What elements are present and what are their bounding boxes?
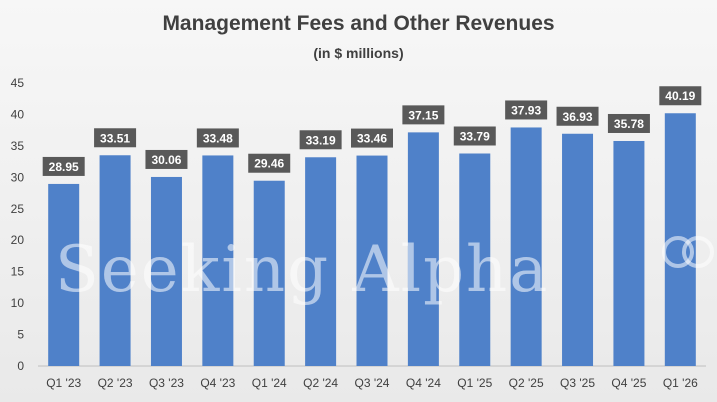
bar: [407, 132, 439, 366]
data-label: 35.78: [614, 117, 644, 131]
data-label-box: [607, 113, 650, 133]
y-tick-label: 45: [11, 76, 25, 90]
data-label: 33.46: [357, 132, 387, 146]
bar: [356, 155, 388, 366]
bar: [253, 180, 285, 366]
data-label-box: [453, 126, 496, 146]
data-label-box: [351, 128, 393, 148]
data-label-box: [145, 149, 188, 169]
x-tick-label: Q3 '23: [149, 376, 184, 390]
data-label: 40.19: [665, 89, 695, 103]
y-tick-label: 40: [11, 107, 25, 121]
x-tick-label: Q4 '25: [611, 376, 646, 390]
data-label: 37.93: [511, 103, 541, 117]
x-tick-label: Q1 '23: [46, 376, 81, 390]
y-tick-label: 20: [11, 233, 25, 247]
x-tick-label: Q3 '24: [355, 376, 390, 390]
data-label-box: [299, 130, 342, 150]
data-label-box: [505, 100, 548, 120]
data-label: 36.93: [563, 110, 593, 124]
data-label: 28.95: [49, 160, 79, 174]
x-tick-label: Q4 '24: [406, 376, 441, 390]
data-label-box: [196, 128, 239, 148]
data-label-box: [556, 106, 599, 126]
x-tick-label: Q2 '25: [509, 376, 544, 390]
y-tick-label: 25: [11, 202, 25, 216]
watermark: Seeking Alpha: [55, 233, 550, 307]
y-tick-label: 0: [17, 359, 24, 373]
data-label: 33.19: [306, 133, 336, 147]
bar: [150, 176, 182, 366]
y-tick-label: 35: [11, 139, 25, 153]
y-tick-label: 30: [11, 170, 25, 184]
data-label: 29.46: [254, 157, 284, 171]
x-tick-label: Q1 '24: [252, 376, 287, 390]
bar: [202, 155, 234, 366]
bar: [510, 127, 542, 366]
data-label: 33.51: [100, 131, 130, 145]
data-label: 33.79: [460, 129, 490, 143]
bar: [562, 133, 594, 366]
bar: [48, 183, 80, 366]
data-label-box: [659, 86, 702, 106]
x-tick-label: Q1 '26: [663, 376, 698, 390]
data-label: 30.06: [151, 153, 181, 167]
data-label-box: [402, 105, 445, 125]
data-label: 37.15: [408, 108, 438, 122]
y-tick-label: 15: [11, 265, 25, 279]
x-tick-label: Q1 '25: [457, 376, 492, 390]
chart-title: Management Fees and Other Revenues: [162, 12, 555, 35]
x-tick-label: Q2 '24: [303, 376, 338, 390]
bar: [459, 153, 491, 366]
chart-subtitle: (in $ millions): [313, 45, 404, 61]
watermark-logo-icon: [662, 236, 714, 268]
bar: [613, 140, 645, 366]
bar: [99, 155, 131, 366]
y-tick-label: 5: [17, 328, 24, 342]
data-label-box: [94, 128, 137, 148]
bar: [305, 157, 337, 366]
x-tick-label: Q4 '23: [200, 376, 235, 390]
y-tick-label: 10: [11, 296, 25, 310]
x-tick-label: Q2 '23: [98, 376, 133, 390]
data-label-box: [248, 153, 291, 173]
data-label-box: [42, 156, 85, 176]
x-tick-label: Q3 '25: [560, 376, 595, 390]
data-label: 33.48: [203, 131, 233, 145]
